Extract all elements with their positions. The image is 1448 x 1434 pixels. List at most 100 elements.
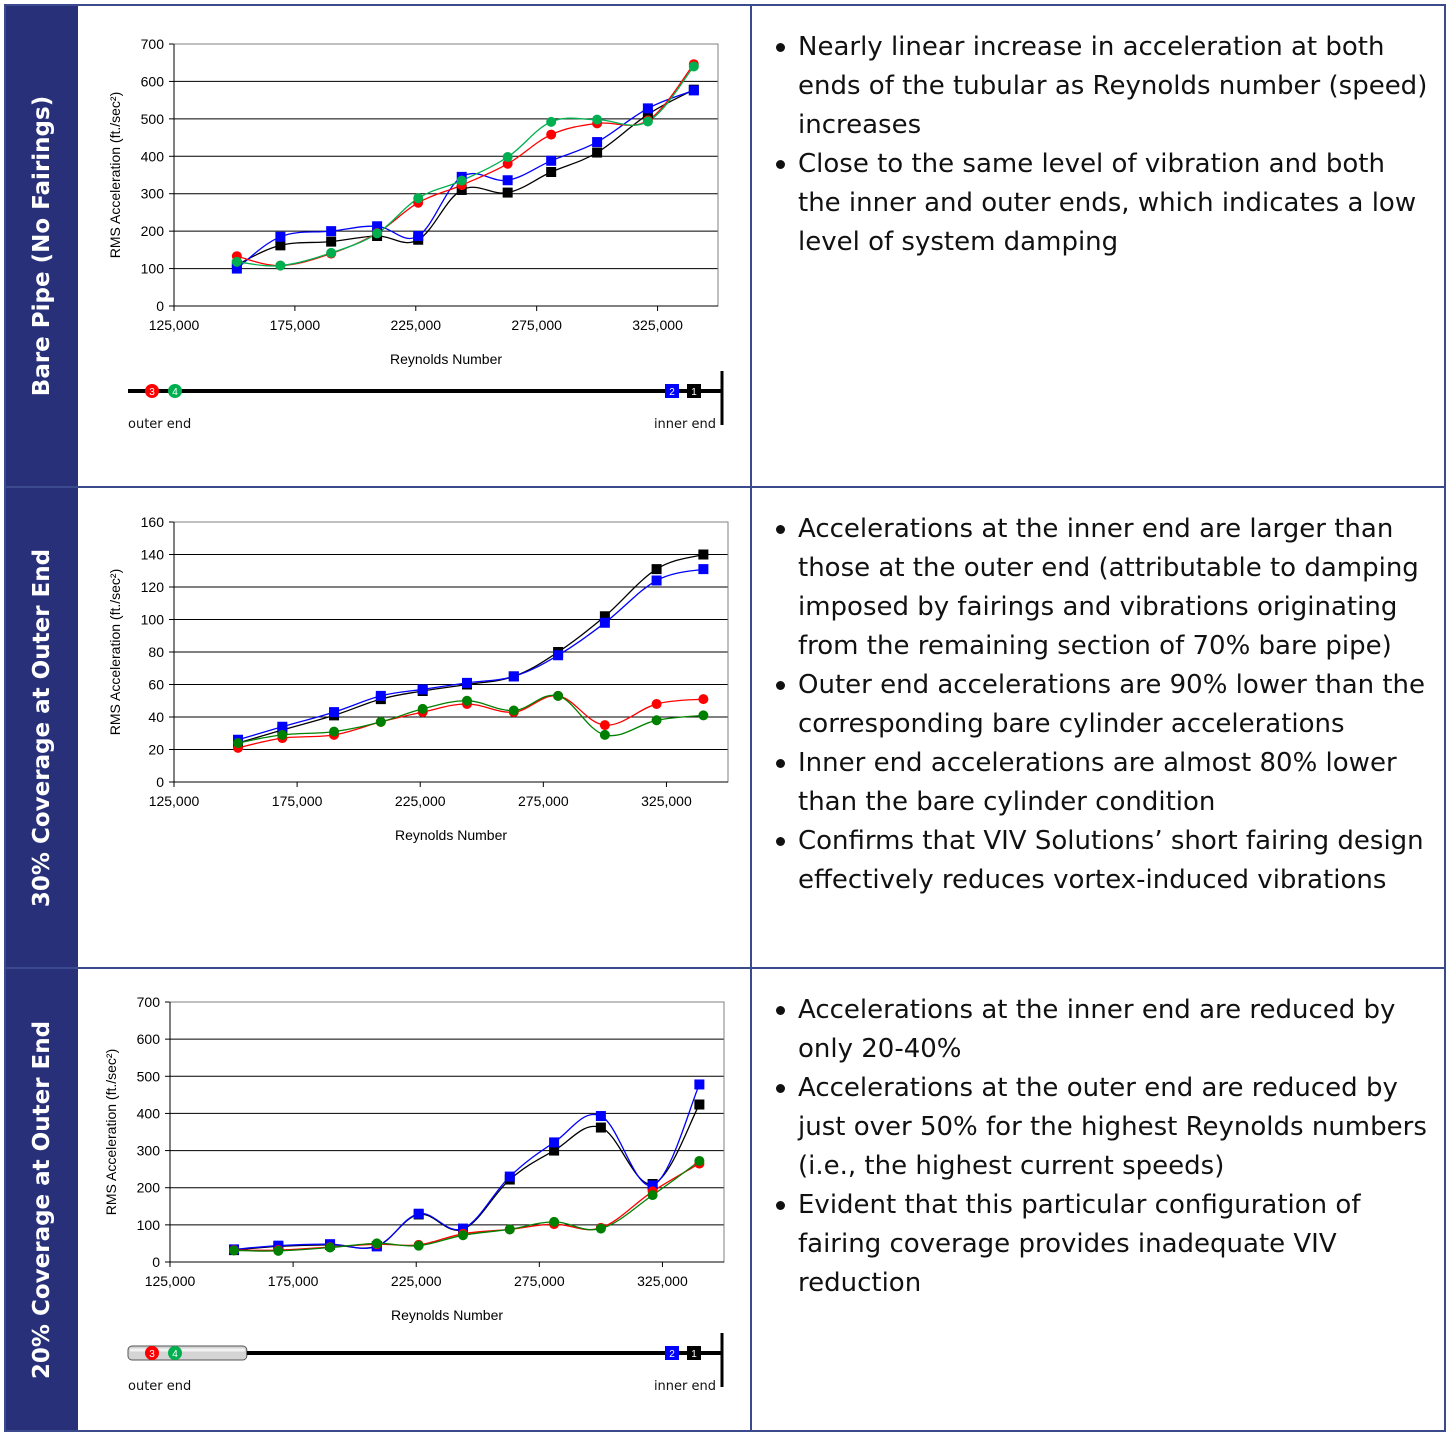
row-20pct: 20% Coverage at Outer End 0 100 200 300 400 5…	[6, 969, 1444, 1430]
note-item: Confirms that VIV Solutions’ short fairi…	[764, 822, 1434, 900]
sensor-4-marker	[168, 1346, 182, 1360]
note-item: Accelerations at the inner end are reduc…	[764, 991, 1434, 1069]
note-text: Accelerations at the inner end are reduc…	[798, 995, 1396, 1064]
x-tick-label: 325,000	[637, 1273, 688, 1289]
note-item: Close to the same level of vibration and…	[764, 145, 1434, 262]
data-point-sensor-4	[413, 193, 424, 204]
bullet-icon	[776, 160, 785, 169]
data-point-sensor-1	[651, 564, 662, 575]
data-point-sensor-4	[504, 1224, 515, 1235]
outer-end-label: outer end	[128, 417, 191, 432]
note-text: Evident that this particular configurati…	[798, 1190, 1361, 1298]
x-tick-label: 125,000	[145, 1273, 196, 1289]
y-tick-label: 0	[156, 298, 164, 314]
sensor-1-label: 1	[691, 1349, 697, 1360]
data-point-sensor-1	[546, 167, 557, 178]
row-header-label: 20% Coverage at Outer End	[29, 1020, 55, 1379]
data-point-sensor-1	[694, 1099, 705, 1110]
chart-cell: 0 20 40 60 80 100 120 140 160 125,000 175,000 225,0…	[78, 488, 752, 967]
chart-cell: 0 100 200 300 400 500 600 700 125,000 175,000 225,…	[78, 6, 752, 486]
data-point-sensor-1	[326, 236, 337, 247]
data-point-sensor-4	[647, 1190, 658, 1201]
data-point-sensor-3	[599, 720, 610, 731]
x-axis-label: Reynolds Number	[390, 351, 502, 367]
acceleration-chart-bare: 0 100 200 300 400 500 600 700 125,000 175,000 225,…	[107, 36, 724, 432]
data-point-sensor-4	[417, 703, 428, 714]
x-tick-label: 225,000	[390, 317, 441, 333]
data-point-sensor-4	[651, 715, 662, 726]
data-point-sensor-2	[698, 564, 709, 575]
y-tick-label: 100	[137, 1217, 161, 1233]
data-point-sensor-2	[651, 575, 662, 586]
data-point-sensor-4	[456, 175, 467, 186]
y-tick-label: 40	[148, 709, 164, 725]
y-tick-label: 600	[137, 1031, 161, 1047]
data-point-sensor-4	[229, 1245, 240, 1256]
y-tick-label: 140	[141, 547, 165, 563]
inner-end-label: inner end	[654, 1379, 716, 1394]
y-tick-label: 500	[141, 111, 165, 127]
sensor-3-marker	[145, 1346, 159, 1360]
x-axis-label: Reynolds Number	[391, 1307, 503, 1323]
summary-table: Bare Pipe (No Fairings) 0 100 200 300 400 500…	[4, 4, 1446, 1432]
bullet-icon	[776, 43, 785, 52]
data-point-sensor-2	[553, 650, 564, 661]
row-header-label: Bare Pipe (No Fairings)	[29, 95, 55, 397]
data-point-sensor-2	[277, 721, 288, 732]
notes-list: Accelerations at the inner end are reduc…	[764, 991, 1434, 1303]
y-tick-label: 0	[152, 1254, 160, 1270]
series-line-2	[233, 1084, 700, 1251]
data-point-sensor-1	[592, 147, 603, 158]
y-tick-label: 0	[156, 774, 164, 790]
data-point-sensor-4	[508, 705, 519, 716]
sensor-4-label: 4	[172, 1349, 178, 1360]
notes-list: Nearly linear increase in acceleration a…	[764, 28, 1434, 262]
x-tick-label: 175,000	[270, 317, 321, 333]
note-text: Accelerations at the inner end are large…	[798, 514, 1419, 661]
data-point-sensor-2	[599, 617, 610, 628]
data-point-sensor-2	[508, 671, 519, 682]
data-point-sensor-4	[375, 716, 386, 727]
row-header: 30% Coverage at Outer End	[6, 488, 78, 967]
sensor-2-marker	[665, 1346, 679, 1360]
pipe-schematic: 1 2 3 4 outer end inner end	[128, 371, 724, 432]
data-point-sensor-4	[372, 228, 383, 239]
acceleration-chart-30pct: 0 20 40 60 80 100 120 140 160 125,000 175,000 225,0…	[107, 514, 729, 843]
sensor-1-marker	[687, 1346, 701, 1360]
data-point-sensor-4	[277, 729, 288, 740]
y-tick-label: 700	[137, 994, 161, 1010]
data-point-sensor-4	[553, 690, 564, 701]
data-point-sensor-1	[549, 1145, 560, 1156]
data-point-sensor-2	[694, 1079, 705, 1090]
row-bare-pipe: Bare Pipe (No Fairings) 0 100 200 300 400 500…	[6, 6, 1444, 488]
notes-cell: Nearly linear increase in acceleration a…	[752, 6, 1444, 486]
data-point-sensor-4	[462, 695, 473, 706]
bullet-icon	[776, 525, 785, 534]
y-tick-label: 60	[148, 677, 164, 693]
data-point-sensor-3	[651, 699, 662, 709]
row-header-label: 30% Coverage at Outer End	[29, 548, 55, 907]
data-point-sensor-1	[599, 611, 610, 622]
sensor-4-marker	[168, 384, 182, 398]
data-point-sensor-2	[462, 677, 473, 688]
sensor-2-marker	[665, 384, 679, 398]
sensor-4-label: 4	[172, 387, 178, 398]
data-point-sensor-2	[417, 684, 428, 695]
data-point-sensor-2	[458, 1223, 469, 1234]
plot-area	[169, 1001, 725, 1263]
data-point-sensor-2	[413, 231, 424, 242]
x-tick-label: 225,000	[391, 1273, 442, 1289]
y-tick-label: 300	[137, 1143, 161, 1159]
series-line-3	[236, 63, 695, 267]
data-point-sensor-4	[549, 1216, 560, 1227]
data-point-sensor-3	[698, 694, 709, 705]
data-point-sensor-4	[231, 256, 242, 267]
sensor-3-label: 3	[149, 387, 155, 398]
data-point-sensor-2	[231, 263, 242, 274]
y-tick-label: 200	[137, 1180, 161, 1196]
bullet-icon	[776, 759, 785, 768]
inner-end-label: inner end	[654, 417, 716, 432]
notes-cell: Accelerations at the inner end are reduc…	[752, 969, 1444, 1430]
y-tick-label: 120	[141, 579, 165, 595]
y-tick-label: 500	[137, 1068, 161, 1084]
